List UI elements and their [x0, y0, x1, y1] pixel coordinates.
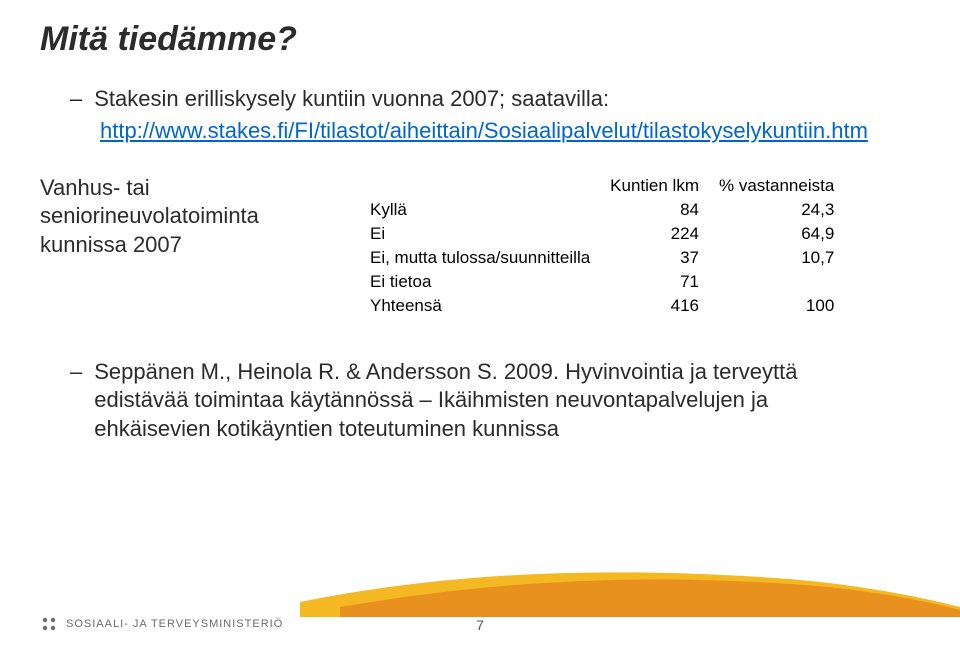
mid-section: Vanhus- tai seniorineuvolatoiminta kunni… [40, 174, 920, 318]
ministry-logo: SOSIAALI- JA TERVEYSMINISTERIÖ [40, 615, 283, 633]
vanhus-line-2: seniorineuvolatoiminta [40, 202, 340, 231]
cell: 64,9 [709, 222, 844, 246]
logo-icon [40, 615, 58, 633]
page-title: Mitä tiedämme? [40, 20, 920, 59]
th-2: Kuntien lkm [600, 174, 709, 198]
logo-text: SOSIAALI- JA TERVEYSMINISTERIÖ [66, 618, 283, 630]
cell: 71 [600, 270, 709, 294]
dash-icon: – [70, 358, 82, 387]
table-header-row: Kuntien lkm % vastanneista [360, 174, 844, 198]
cell: 416 [600, 294, 709, 318]
page-number: 7 [476, 617, 484, 633]
cell: 10,7 [709, 246, 844, 270]
table-row: Ei tietoa 71 [360, 270, 844, 294]
reference-text: Seppänen M., Heinola R. & Andersson S. 2… [94, 358, 874, 444]
cell: Ei tietoa [360, 270, 600, 294]
reference-block: – Seppänen M., Heinola R. & Andersson S.… [40, 358, 920, 444]
cell: Ei [360, 222, 600, 246]
cell: 84 [600, 198, 709, 222]
cell: 100 [709, 294, 844, 318]
table-row: Yhteensä 416 100 [360, 294, 844, 318]
cell: 24,3 [709, 198, 844, 222]
th-1 [360, 174, 600, 198]
slide: Mitä tiedämme? – Stakesin erilliskysely … [0, 0, 960, 645]
bullet-1: – Stakesin erilliskysely kuntiin vuonna … [40, 85, 920, 114]
table-row: Kyllä 84 24,3 [360, 198, 844, 222]
vanhus-line-3: kunnissa 2007 [40, 231, 340, 260]
bullet-1-text: Stakesin erilliskysely kuntiin vuonna 20… [94, 85, 609, 114]
footer: SOSIAALI- JA TERVEYSMINISTERIÖ 7 [0, 560, 960, 645]
data-table: Kuntien lkm % vastanneista Kyllä 84 24,3… [360, 174, 844, 318]
cell: 37 [600, 246, 709, 270]
th-3: % vastanneista [709, 174, 844, 198]
cell: Ei, mutta tulossa/suunnitteilla [360, 246, 600, 270]
cell: Yhteensä [360, 294, 600, 318]
cell: 224 [600, 222, 709, 246]
cell [709, 270, 844, 294]
table-body: Kyllä 84 24,3 Ei 224 64,9 Ei, mutta tulo… [360, 198, 844, 318]
vanhus-line-1: Vanhus- tai [40, 174, 340, 203]
source-link[interactable]: http://www.stakes.fi/FI/tilastot/aiheitt… [40, 118, 920, 144]
table-row: Ei, mutta tulossa/suunnitteilla 37 10,7 [360, 246, 844, 270]
dash-icon: – [70, 85, 82, 114]
wave-graphic [0, 562, 960, 617]
vanhus-caption: Vanhus- tai seniorineuvolatoiminta kunni… [40, 174, 340, 318]
table-row: Ei 224 64,9 [360, 222, 844, 246]
data-table-wrap: Kuntien lkm % vastanneista Kyllä 84 24,3… [340, 174, 920, 318]
cell: Kyllä [360, 198, 600, 222]
